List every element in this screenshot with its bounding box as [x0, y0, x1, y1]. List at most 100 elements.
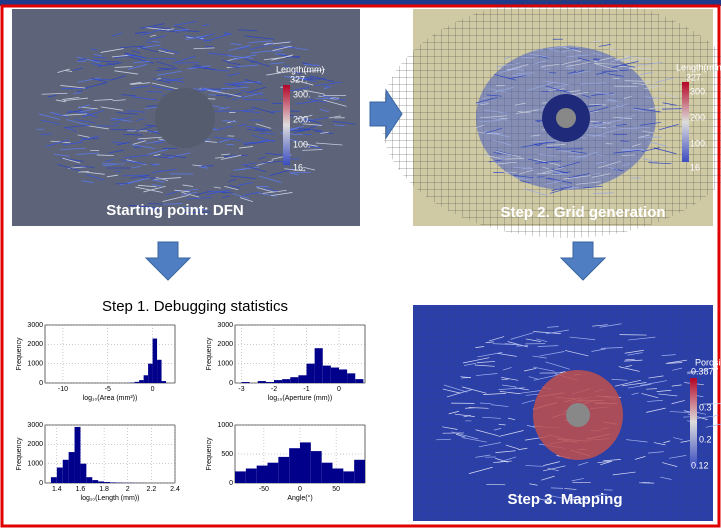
histogram-bar: [289, 448, 300, 483]
borehole: [556, 108, 576, 128]
y-tick-label: 1000: [217, 361, 233, 368]
histogram-bar: [144, 375, 148, 383]
histogram-bar: [246, 469, 257, 484]
colorbar-max: 327.: [290, 74, 308, 84]
statistics-title: Step 1. Debugging statistics: [102, 298, 288, 315]
histogram-bar: [311, 451, 322, 483]
y-tick-label: 3000: [217, 322, 233, 329]
x-axis-label: log₁₀(Length (mm)): [81, 495, 140, 502]
x-axis-label: Angle(°): [287, 494, 312, 502]
histogram-bar: [139, 380, 143, 383]
histogram-bar: [331, 368, 339, 383]
x-axis-label: log₁₀(Area (mm²)): [83, 395, 138, 402]
colorbar-title: Length(mm): [276, 64, 325, 74]
colorbar-tick: 200.: [293, 114, 311, 124]
histogram-bar: [315, 348, 323, 383]
x-tick-label: 2.4: [170, 486, 180, 493]
y-tick-label: 3000: [27, 322, 43, 329]
colorbar-tick: 0.3: [699, 402, 712, 412]
dfn-panel: Length(mm) 327. 300. 200. 100. 16. Start…: [12, 9, 360, 226]
y-axis-label: Frequency: [206, 337, 213, 371]
x-tick-label: -5: [105, 386, 111, 393]
caption: Step 3. Mapping: [507, 491, 622, 508]
colorbar-tick: 0.2: [699, 434, 712, 444]
borehole: [566, 403, 590, 427]
histogram-bar: [258, 381, 266, 383]
y-tick-label: 500: [221, 451, 233, 458]
histogram-bar: [57, 468, 63, 483]
arrow-down: [146, 242, 190, 280]
y-tick-label: 2000: [27, 341, 43, 348]
histogram-bar: [242, 382, 250, 383]
colorbar-tick: 100.: [690, 138, 708, 148]
x-tick-label: 1.6: [76, 486, 86, 493]
x-tick-label: 2.2: [146, 486, 156, 493]
arrow-down: [561, 242, 605, 280]
colorbar-min: 16.: [293, 162, 306, 172]
colorbar: [283, 85, 290, 165]
y-tick-label: 0: [39, 480, 43, 487]
x-tick-label: -1: [303, 386, 309, 393]
colorbar-title: Length(mm): [676, 62, 721, 72]
histogram-bar: [51, 477, 57, 483]
histogram-bar: [162, 381, 166, 383]
colorbar: [690, 378, 697, 466]
histogram-bar: [92, 480, 98, 483]
x-tick-label: 50: [332, 486, 340, 493]
y-axis-label: Frequency: [16, 437, 23, 471]
histogram-bar: [300, 442, 311, 483]
histogram-bar: [69, 452, 75, 483]
caption: Step 2. Grid generation: [500, 204, 665, 221]
y-tick-label: 1000: [217, 422, 233, 429]
grid-panel: Length(mm) 327. 300. 200. 100. 16 Step 2…: [381, 0, 721, 238]
colorbar-tick: 200.: [690, 112, 708, 122]
histogram-bar: [322, 463, 333, 483]
histogram-bar: [355, 379, 363, 383]
colorbar-tick: 300.: [293, 89, 311, 99]
colorbar: [682, 82, 689, 162]
histogram-bar: [333, 469, 344, 484]
y-tick-label: 0: [229, 380, 233, 387]
x-tick-label: -2: [271, 386, 277, 393]
histogram-bar: [347, 373, 355, 383]
y-tick-label: 1000: [27, 361, 43, 368]
x-tick-label: -3: [238, 386, 244, 393]
histogram-bar: [157, 360, 161, 383]
colorbar-max: 0.3877: [691, 366, 719, 376]
x-tick-label: 0: [298, 486, 302, 493]
histogram-bar: [268, 463, 279, 483]
histogram-bar: [266, 382, 274, 383]
x-tick-label: 0: [151, 386, 155, 393]
histogram-bar: [135, 382, 139, 383]
y-axis-label: Frequency: [206, 437, 213, 471]
histogram-bar: [290, 377, 298, 383]
colorbar-max: 327.: [686, 72, 704, 82]
histogram-bar: [110, 482, 116, 483]
histogram-bar: [257, 466, 268, 483]
x-tick-label: 0: [337, 386, 341, 393]
histogram-bar: [323, 366, 331, 383]
histogram-bar: [148, 364, 152, 383]
histogram-bar: [98, 481, 104, 483]
histogram-bar: [235, 471, 246, 483]
colorbar-min: 16: [690, 162, 700, 172]
y-tick-label: 0: [229, 480, 233, 487]
histogram-bar: [104, 482, 110, 483]
mapping-panel: Porosi 0.3877 0.3 0.2 0.12 Step 3. Mappi…: [413, 305, 721, 521]
histogram-bar: [153, 339, 157, 383]
x-tick-label: 1.4: [52, 486, 62, 493]
y-tick-label: 3000: [27, 422, 43, 429]
histogram-bar: [274, 380, 282, 383]
x-tick-label: 2: [126, 486, 130, 493]
y-tick-label: 0: [39, 380, 43, 387]
histogram-bar: [343, 471, 354, 483]
x-tick-label: -10: [58, 386, 68, 393]
y-axis-label: Frequency: [16, 337, 23, 371]
histogram-bar: [75, 427, 81, 483]
histogram-bar: [80, 464, 86, 483]
y-tick-label: 2000: [217, 341, 233, 348]
figure: Length(mm) 327. 300. 200. 100. 16. Start…: [0, 0, 721, 528]
histogram-bar: [354, 460, 365, 483]
x-tick-label: 1.8: [99, 486, 109, 493]
histogram-bar: [307, 364, 315, 383]
